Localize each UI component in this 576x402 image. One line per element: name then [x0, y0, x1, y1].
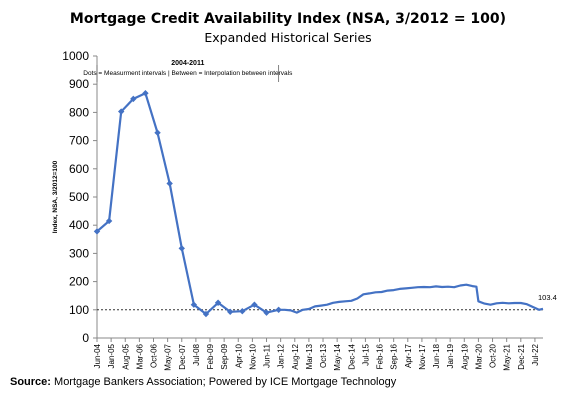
x-tick-label: Jun-04 [93, 343, 102, 368]
x-tick-label: Aug-05 [121, 343, 130, 369]
last-value-label: 103.4 [538, 293, 557, 302]
x-tick-label: Sep-16 [390, 343, 399, 369]
source-label: Source: [10, 376, 51, 388]
y-tick-label: 100 [69, 303, 89, 317]
x-tick-label: Aug-19 [460, 343, 469, 369]
data-point [214, 299, 222, 306]
x-tick-label: Jan-19 [446, 343, 455, 368]
x-tick-label: Mar-20 [474, 343, 483, 369]
chart: Mortgage Credit Availability Index (NSA,… [52, 11, 557, 371]
chart-title: Mortgage Credit Availability Index (NSA,… [70, 11, 506, 27]
source-note: Source: Mortgage Bankers Association; Po… [10, 376, 396, 388]
data-point [130, 95, 137, 103]
y-axis: 0 100 200 300 400 500 600 700 800 900 1000 [62, 49, 98, 345]
y-tick-label: 800 [69, 105, 89, 119]
x-tick-label: Oct-06 [150, 343, 159, 368]
x-tick-label: Jan-05 [107, 343, 116, 368]
y-axis-label: Index, NSA, 3/2012=100 [52, 160, 59, 233]
data-point [251, 301, 258, 308]
data-point [118, 108, 125, 115]
x-tick-label: Dec-07 [178, 343, 187, 369]
x-tick-label: Mar-13 [305, 343, 314, 369]
data-point [202, 310, 210, 318]
y-tick-label: 500 [69, 190, 89, 204]
x-tick-label: May-14 [333, 343, 342, 370]
source-text: Mortgage Bankers Association; Powered by… [54, 376, 397, 388]
x-tick-label: Apr-10 [234, 343, 243, 368]
data-point [93, 228, 101, 235]
x-tick-label: Aug-12 [291, 343, 300, 369]
x-tick-label: Nov-17 [418, 343, 427, 369]
x-tick-label: Jul-15 [361, 343, 370, 365]
x-tick-label: Apr-17 [404, 343, 413, 368]
y-tick-label: 700 [69, 134, 89, 148]
x-axis: Jun-04 Jan-05 Aug-05 Mar-06 Oct-06 May-07 Dec-… [93, 337, 543, 371]
x-tick-label: Jul-08 [192, 343, 201, 365]
chart-subtitle: Expanded Historical Series [204, 30, 371, 45]
plot-area: 103.4 [93, 90, 557, 318]
x-tick-label: May-21 [503, 343, 512, 370]
y-tick-label: 300 [69, 246, 89, 260]
y-tick-label: 900 [69, 77, 89, 91]
data-point [275, 306, 282, 313]
x-tick-label: Jan-12 [277, 343, 286, 368]
x-tick-label: Sep-09 [220, 343, 229, 369]
data-point [142, 90, 149, 97]
x-tick-label: Jun-11 [263, 343, 272, 367]
series-line [96, 92, 544, 316]
period-annotation: 2004-2011 Dots = Measurment intervals | B… [83, 60, 293, 82]
y-tick-label: 1000 [62, 49, 89, 63]
data-point [166, 180, 173, 187]
x-tick-label: Jul-22 [531, 343, 540, 365]
data-point [105, 217, 113, 225]
x-tick-label: Oct-13 [319, 343, 328, 368]
data-point [263, 309, 270, 316]
data-point [178, 245, 185, 252]
data-point [154, 129, 161, 136]
x-tick-label: Dec-14 [347, 343, 356, 369]
x-tick-label: Feb-16 [376, 343, 385, 369]
y-tick-label: 400 [69, 218, 89, 232]
y-tick-label: 200 [69, 275, 89, 289]
x-tick-label: Feb-09 [206, 343, 215, 369]
x-tick-label: May-07 [164, 343, 173, 370]
annotation-text: Dots = Measurment intervals | Between = … [83, 70, 293, 77]
x-tick-label: Dec-21 [517, 343, 526, 369]
data-point [239, 308, 246, 315]
y-tick-label: 600 [69, 162, 89, 176]
data-point [190, 301, 198, 308]
data-point [226, 308, 234, 315]
x-tick-label: Jun-18 [432, 343, 441, 368]
annotation-period: 2004-2011 [171, 60, 204, 67]
x-tick-label: Mar-06 [135, 343, 144, 369]
y-tick-label: 0 [82, 331, 89, 345]
x-tick-label: Nov-10 [248, 343, 257, 369]
x-tick-label: Oct-20 [489, 343, 498, 368]
